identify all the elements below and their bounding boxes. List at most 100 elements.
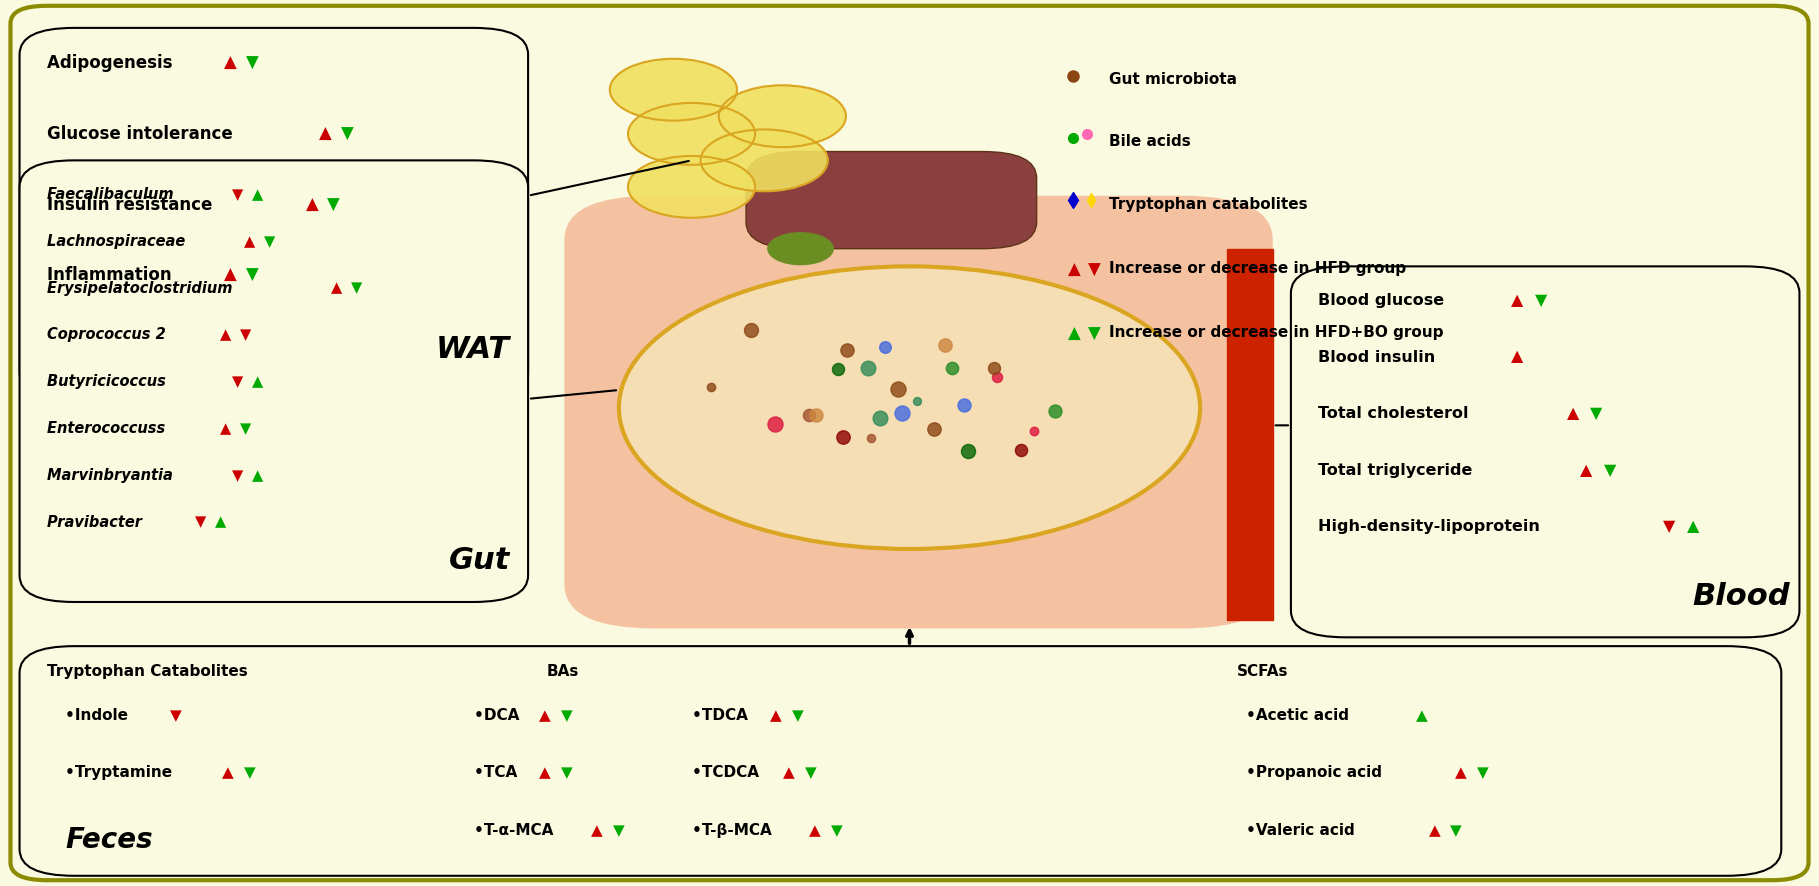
Text: ▼: ▼ — [613, 823, 626, 838]
Text: ▲: ▲ — [1068, 324, 1080, 343]
Text: ▲: ▲ — [224, 54, 236, 73]
Text: Marvinbryantia: Marvinbryantia — [47, 468, 178, 483]
Text: ▲: ▲ — [244, 234, 256, 249]
Text: Increase or decrease in HFD group: Increase or decrease in HFD group — [1110, 261, 1406, 276]
Text: ▲: ▲ — [253, 187, 264, 202]
Text: Tryptophan Catabolites: Tryptophan Catabolites — [47, 664, 247, 679]
FancyBboxPatch shape — [20, 646, 1781, 875]
Text: Butyricicoccus: Butyricicoccus — [47, 374, 171, 389]
Text: ▲: ▲ — [769, 708, 782, 723]
Text: ▲: ▲ — [591, 823, 604, 838]
Text: ▲: ▲ — [1068, 261, 1080, 279]
Text: ▼: ▼ — [233, 468, 244, 483]
Text: Glucose intolerance: Glucose intolerance — [47, 125, 238, 143]
Text: ▼: ▼ — [804, 766, 817, 781]
Text: ▲: ▲ — [253, 468, 264, 483]
Text: ▼: ▼ — [1088, 261, 1100, 279]
Point — [884, 383, 913, 397]
Text: ▲: ▲ — [1512, 349, 1524, 364]
FancyBboxPatch shape — [20, 160, 528, 602]
Text: Enterococcuss: Enterococcuss — [47, 421, 171, 436]
Text: •TDCA: •TDCA — [691, 708, 753, 723]
Text: ▲: ▲ — [784, 766, 795, 781]
Text: Gut microbiota: Gut microbiota — [1110, 72, 1237, 87]
Text: •Tryptamine: •Tryptamine — [65, 766, 176, 781]
Circle shape — [628, 156, 755, 218]
Text: ▼: ▼ — [1477, 766, 1488, 781]
Point — [982, 369, 1011, 384]
Text: Total triglyceride: Total triglyceride — [1319, 462, 1479, 478]
Point — [866, 411, 895, 425]
Text: ▲: ▲ — [220, 327, 231, 342]
Point — [822, 361, 851, 376]
Circle shape — [719, 85, 846, 147]
Text: ▲: ▲ — [222, 766, 233, 781]
Text: ▼: ▼ — [1590, 406, 1603, 421]
Point — [857, 431, 886, 446]
Text: Faecalibaculum: Faecalibaculum — [47, 187, 178, 202]
Text: SCFAs: SCFAs — [1237, 664, 1288, 679]
Text: ▼: ▼ — [246, 54, 258, 73]
Text: ▼: ▼ — [233, 187, 244, 202]
Text: ▼: ▼ — [264, 234, 276, 249]
Text: ▲: ▲ — [318, 125, 333, 143]
Text: ▲: ▲ — [253, 374, 264, 389]
Text: ▼: ▼ — [791, 708, 804, 723]
Text: ▼: ▼ — [560, 766, 573, 781]
Text: Lachnospiraceae: Lachnospiraceae — [47, 234, 191, 249]
FancyBboxPatch shape — [564, 196, 1273, 628]
Text: ▲: ▲ — [1415, 708, 1428, 723]
Point — [1019, 424, 1048, 438]
Text: ▼: ▼ — [240, 421, 251, 436]
Text: ▼: ▼ — [340, 125, 353, 143]
FancyBboxPatch shape — [1291, 267, 1799, 637]
Text: •DCA: •DCA — [473, 708, 524, 723]
Text: High-density-lipoprotein: High-density-lipoprotein — [1319, 519, 1546, 534]
Point — [795, 408, 824, 423]
Text: ▼: ▼ — [1535, 293, 1548, 307]
Point — [979, 361, 1008, 376]
Text: Feces: Feces — [65, 826, 153, 854]
Circle shape — [628, 103, 755, 165]
Text: Blood glucose: Blood glucose — [1319, 293, 1450, 307]
Text: Coprococcus 2: Coprococcus 2 — [47, 327, 171, 342]
Text: ▲: ▲ — [220, 421, 231, 436]
Text: ▲: ▲ — [1581, 462, 1593, 478]
Circle shape — [609, 58, 737, 120]
Point — [760, 417, 789, 431]
Text: Total cholesterol: Total cholesterol — [1319, 406, 1473, 421]
Text: ▲: ▲ — [1455, 766, 1466, 781]
Text: ▲: ▲ — [809, 823, 820, 838]
Text: •T-α-MCA: •T-α-MCA — [473, 823, 558, 838]
Point — [888, 406, 917, 420]
Text: ▲: ▲ — [1686, 519, 1699, 534]
Text: ▼: ▼ — [560, 708, 573, 723]
Point — [939, 361, 968, 375]
Text: ▼: ▼ — [1450, 823, 1462, 838]
Text: Insulin resistance: Insulin resistance — [47, 196, 218, 214]
Text: •Valeric acid: •Valeric acid — [1246, 823, 1359, 838]
Text: Pravibacter: Pravibacter — [47, 515, 147, 530]
Point — [833, 343, 862, 357]
Point — [737, 323, 766, 338]
Text: ▲: ▲ — [224, 267, 236, 284]
Text: ▲: ▲ — [1512, 293, 1524, 307]
Point — [950, 398, 979, 412]
Text: •Propanoic acid: •Propanoic acid — [1246, 766, 1386, 781]
Text: Bile acids: Bile acids — [1110, 134, 1191, 149]
Text: ▼: ▼ — [351, 281, 362, 296]
Point — [697, 380, 726, 394]
Text: ▲: ▲ — [215, 515, 226, 530]
Point — [930, 338, 959, 352]
Text: ▲: ▲ — [538, 766, 551, 781]
Circle shape — [768, 233, 833, 265]
Text: WAT: WAT — [437, 335, 509, 363]
Text: BAs: BAs — [546, 664, 578, 679]
FancyBboxPatch shape — [20, 27, 528, 399]
Point — [1040, 404, 1070, 418]
Text: ▲: ▲ — [331, 281, 342, 296]
Text: ▲: ▲ — [1566, 406, 1579, 421]
Text: Gut: Gut — [449, 547, 509, 576]
Text: ▲: ▲ — [538, 708, 551, 723]
Text: ▼: ▼ — [1663, 519, 1675, 534]
